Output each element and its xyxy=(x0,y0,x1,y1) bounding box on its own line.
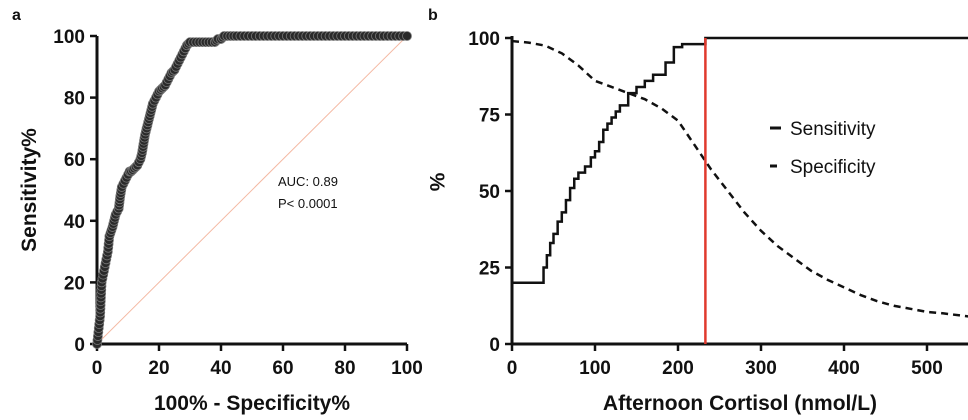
cutoff-y-tick-label: 25 xyxy=(479,259,501,280)
cutoff-y-tick-label: 75 xyxy=(479,106,501,127)
cutoff-y-tick-label: 100 xyxy=(468,29,500,50)
legend-sensitivity-label: Sensitivity xyxy=(790,119,876,140)
roc-x-tick-label: 40 xyxy=(210,358,231,379)
panel-a-letter: a xyxy=(12,7,21,24)
roc-ticks: 0 20 40 60 80 100 0 20 40 60 80 100 xyxy=(53,27,423,379)
roc-curve xyxy=(92,31,412,349)
roc-y-tick-label: 0 xyxy=(74,335,85,356)
roc-y-tick-label: 60 xyxy=(64,150,85,171)
roc-x-axis-title: 100% - Specificity% xyxy=(154,392,350,415)
roc-y-axis-title: Sensitivity% xyxy=(18,128,41,252)
legend-specificity-label: Specificity xyxy=(790,157,876,178)
p-value-annotation: P< 0.0001 xyxy=(278,196,338,211)
roc-y-tick-label: 80 xyxy=(64,89,85,110)
auc-annotation: AUC: 0.89 xyxy=(278,174,338,189)
roc-y-tick-label: 40 xyxy=(64,212,85,233)
cutoff-ticks: 0 100 200 300 400 500 0 25 50 75 100 xyxy=(468,29,943,379)
cutoff-x-tick-label: 400 xyxy=(828,358,860,379)
roc-point xyxy=(402,31,412,41)
roc-x-tick-label: 100 xyxy=(391,358,423,379)
cutoff-x-tick-label: 100 xyxy=(579,358,611,379)
cutoff-chart: 0 100 200 300 400 500 0 25 50 75 100 Sensitivity S… xyxy=(425,29,968,415)
roc-x-tick-label: 20 xyxy=(148,358,169,379)
cutoff-x-tick-label: 300 xyxy=(745,358,777,379)
specificity-line xyxy=(511,39,968,318)
cutoff-x-tick-label: 0 xyxy=(507,358,518,379)
cutoff-y-tick-label: 50 xyxy=(479,182,500,203)
cutoff-x-axis-title: Afternoon Cortisol (nmol/L) xyxy=(603,392,877,415)
roc-x-tick-label: 60 xyxy=(272,358,293,379)
roc-reference-line xyxy=(96,35,408,345)
sensitivity-line xyxy=(512,36,968,285)
roc-x-tick-label: 80 xyxy=(334,358,355,379)
panel-b-letter: b xyxy=(428,7,438,24)
cutoff-x-tick-label: 200 xyxy=(662,358,694,379)
cutoff-y-axis-title: % xyxy=(425,173,448,192)
roc-x-tick-label: 0 xyxy=(92,358,103,379)
cutoff-y-tick-label: 0 xyxy=(489,335,500,356)
cutoff-x-tick-label: 500 xyxy=(911,358,943,379)
roc-y-tick-label: 20 xyxy=(64,273,85,294)
roc-chart: 0 20 40 60 80 100 0 20 40 60 80 100 AUC: 0.89 P< 0.… xyxy=(18,27,423,415)
legend: Sensitivity Specificity xyxy=(770,119,876,178)
roc-y-tick-label: 100 xyxy=(53,27,85,48)
cutoff-curves xyxy=(511,36,968,318)
